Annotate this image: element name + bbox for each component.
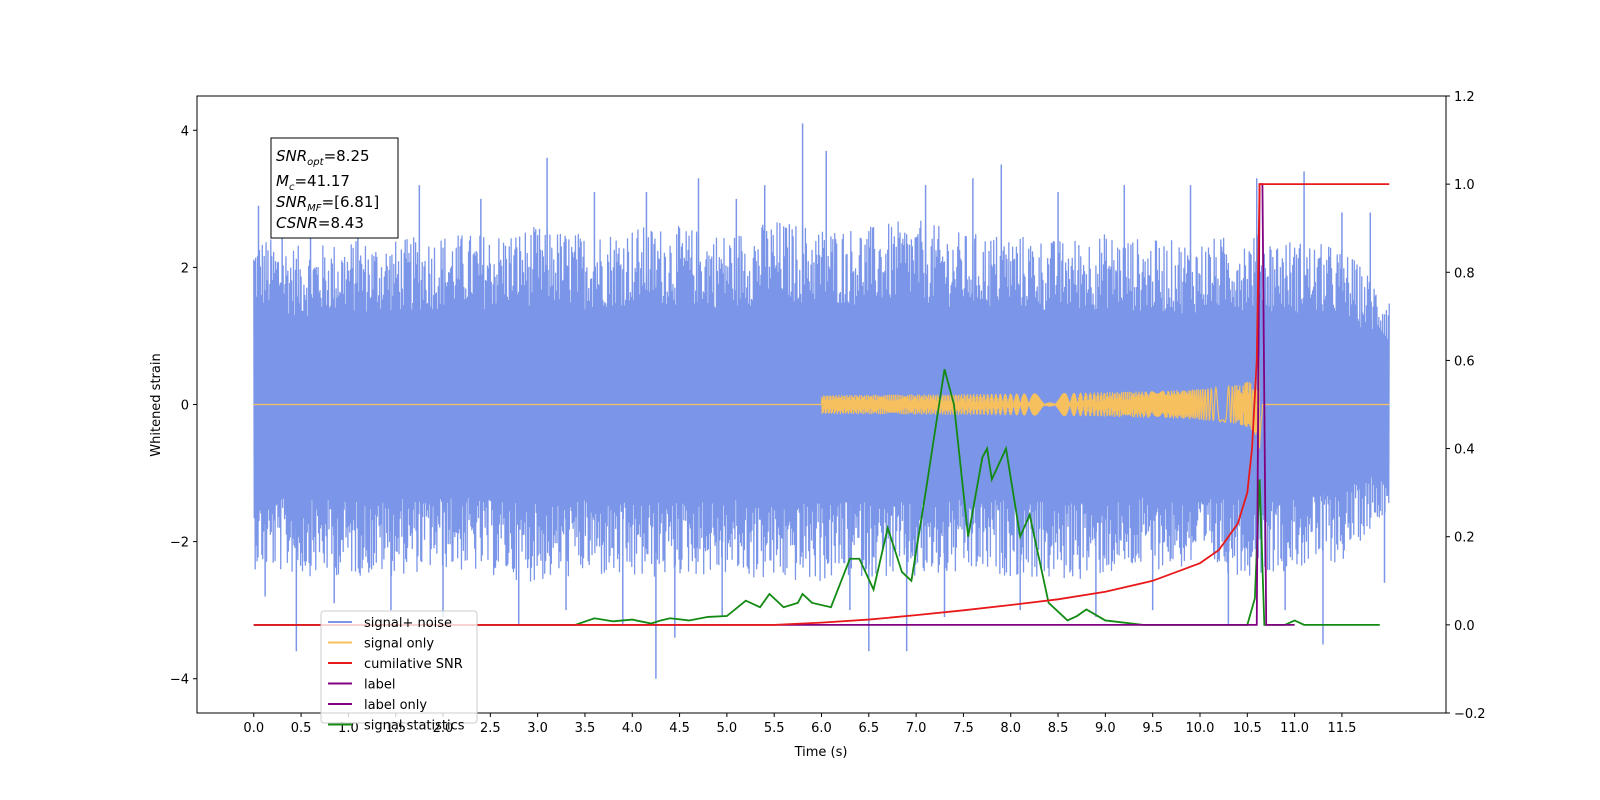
y2-tick-label: 0.0 <box>1454 619 1475 634</box>
x-tick-label: 1.5 <box>385 721 406 736</box>
x-tick-label: 3.0 <box>527 721 548 736</box>
y-tick-label: −4 <box>170 673 189 688</box>
annotation-snr-opt-value: =8.25 <box>324 147 370 165</box>
svg-text:Mc=41.17: Mc=41.17 <box>276 172 350 193</box>
x-tick-label: 7.5 <box>953 721 974 736</box>
x-tick-label: 11.0 <box>1280 721 1309 736</box>
x-tick-label: 3.5 <box>575 721 596 736</box>
svg-text:SNRopt=8.25: SNRopt=8.25 <box>276 147 370 168</box>
x-tick-label: 2.0 <box>433 721 454 736</box>
y-tick-label: 2 <box>181 261 189 276</box>
y-tick-label: −2 <box>170 536 189 551</box>
y2-tick-label: 1.2 <box>1454 90 1475 105</box>
series-layer <box>253 123 1390 679</box>
annotation-snr-mf-base: SNR <box>276 193 307 211</box>
annotation-csnr-value: =8.43 <box>318 214 364 232</box>
x-axis-ticks: 0.0 0.5 1.0 1.5 2.0 2.5 3.0 3.5 4.0 4.5 5.0 5.5 6.0 6… <box>243 713 1356 736</box>
x-tick-label: 6.0 <box>811 721 832 736</box>
legend: signal+ noise signal only cumilative SNR la… <box>320 610 478 734</box>
y-tick-label: 0 <box>181 399 189 414</box>
svg-text:SNRMF=[6.81]: SNRMF=[6.81] <box>276 193 379 214</box>
x-tick-label: 4.5 <box>669 721 690 736</box>
annotation-mc-value: =41.17 <box>294 172 350 190</box>
annotation-snr-mf-sub: MF <box>307 203 322 214</box>
legend-label: signal+ noise <box>364 616 452 631</box>
x-tick-label: 8.5 <box>1048 721 1069 736</box>
y-tick-label: 4 <box>181 124 189 139</box>
y2-tick-label: −0.2 <box>1454 707 1486 722</box>
x-tick-label: 10.5 <box>1233 721 1262 736</box>
x-tick-label: 8.0 <box>1000 721 1021 736</box>
x-tick-label: 11.5 <box>1327 721 1356 736</box>
annotation-box: SNRopt=8.25 Mc=41.17 SNRMF=[6.81] CSNR=8… <box>270 137 399 239</box>
annotation-csnr-base: CSNR <box>276 214 318 232</box>
y2-tick-label: 0.2 <box>1454 531 1475 546</box>
legend-label: signal only <box>364 637 434 652</box>
y2-tick-label: 0.4 <box>1454 443 1475 458</box>
svg-text:CSNR=8.43: CSNR=8.43 <box>276 214 364 232</box>
x-tick-label: 5.5 <box>764 721 785 736</box>
x-tick-label: 0.0 <box>243 721 264 736</box>
y2-axis-ticks: −0.2 0.0 0.2 0.4 0.6 0.8 1.0 1.2 <box>1446 90 1486 722</box>
x-tick-label: 2.5 <box>480 721 501 736</box>
x-axis-label: Time (s) <box>794 745 848 760</box>
legend-label: label only <box>364 698 427 713</box>
annotation-mc-base: M <box>276 172 289 190</box>
x-tick-label: 7.0 <box>906 721 927 736</box>
x-tick-label: 0.5 <box>291 721 312 736</box>
legend-label: cumilative SNR <box>364 657 463 672</box>
x-tick-label: 10.0 <box>1186 721 1215 736</box>
signal-only-line <box>253 357 1390 449</box>
annotation-snr-opt-sub: opt <box>307 157 324 168</box>
x-tick-label: 9.0 <box>1095 721 1116 736</box>
y-axis-label: Whitened strain <box>149 353 164 456</box>
y2-tick-label: 0.8 <box>1454 266 1475 281</box>
signal-noise-line <box>253 220 1390 582</box>
x-tick-label: 5.0 <box>717 721 738 736</box>
y2-tick-label: 0.6 <box>1454 354 1475 369</box>
x-tick-label: 4.0 <box>622 721 643 736</box>
y-axis-ticks: −4 −2 0 2 4 <box>170 124 197 688</box>
annotation-snr-opt-base: SNR <box>276 147 307 165</box>
annotation-snr-mf-value: =[6.81] <box>322 193 380 211</box>
legend-label: label <box>364 678 395 693</box>
annotation-mc-sub: c <box>289 182 295 193</box>
legend-label: signal statistics <box>364 719 465 734</box>
x-tick-label: 6.5 <box>858 721 879 736</box>
y2-tick-label: 1.0 <box>1454 178 1475 193</box>
signal-noise-spikes <box>257 123 1386 679</box>
x-tick-label: 9.5 <box>1142 721 1163 736</box>
cumulative-snr-line <box>253 183 1390 626</box>
